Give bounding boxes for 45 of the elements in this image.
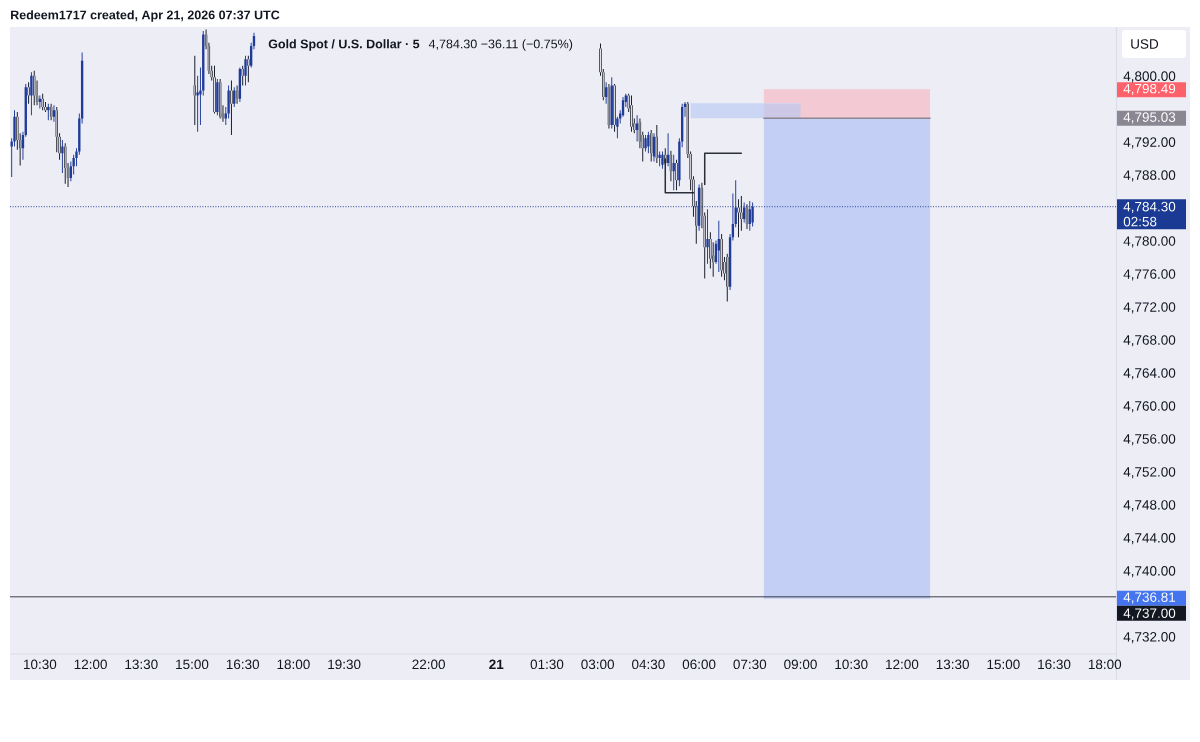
x-tick-label: 13:30 [125, 659, 158, 670]
y-tick-label: 4,740.00 [1123, 566, 1176, 578]
y-tick-label: 4,776.00 [1123, 269, 1176, 281]
text: Redeem1717 created, Apr 21, 2026 07:37 UTC [11, 10, 280, 22]
ref-line-label: 4,737.00 [1123, 608, 1176, 620]
y-tick-label: 4,752.00 [1123, 467, 1176, 479]
x-tick-label: 12:00 [74, 659, 107, 670]
x-tick-label: 04:30 [632, 659, 665, 670]
y-axis-title: USD [1131, 39, 1159, 49]
y-tick-label: 4,795.03 [1123, 112, 1176, 124]
x-tick-label: 01:30 [530, 659, 564, 670]
text: Gold Spot / U.S. Dollar · 5 [268, 39, 420, 51]
x-tick-label: 22:00 [412, 659, 445, 670]
x-tick-label: 10:30 [24, 659, 57, 670]
text: 4,784.30 −36.11 (−0.75%) [428, 39, 573, 51]
y-tick-label: 4,736.81 [1123, 592, 1176, 604]
y-tick-label: 4,798.49 [1123, 83, 1176, 95]
x-tick-label: 18:00 [277, 659, 310, 670]
x-tick-label: 03:00 [581, 659, 615, 670]
x-tick-label: 15:00 [987, 659, 1020, 670]
x-tick-label: 16:30 [226, 659, 260, 670]
y-tick-label: 4,780.00 [1123, 236, 1176, 248]
y-tick-label: 4,744.00 [1123, 533, 1176, 545]
x-tick-label: 13:30 [936, 659, 969, 670]
x-tick-label: 21 [489, 659, 504, 669]
y-tick-label: 4,792.00 [1123, 137, 1176, 149]
x-tick-label: 09:00 [784, 659, 817, 670]
y-tick-label: 4,764.00 [1123, 368, 1176, 380]
y-tick-label: 4,748.00 [1123, 500, 1176, 512]
y-tick-label: 4,768.00 [1123, 335, 1176, 347]
y-tick-label: 4,760.00 [1123, 401, 1176, 413]
y-tick-label: 4,732.00 [1123, 632, 1176, 644]
ref-line-label: 4,784.30 02:58 [1123, 201, 1176, 227]
y-tick-label: 4,800.00 [1123, 71, 1176, 83]
x-tick-label: 10:30 [835, 659, 868, 670]
x-tick-label: 07:30 [733, 659, 767, 670]
x-tick-label: 06:00 [682, 659, 716, 670]
y-tick-label: 4,756.00 [1123, 434, 1176, 446]
y-tick-label: 4,772.00 [1123, 302, 1176, 314]
y-tick-label: 4,788.00 [1123, 170, 1176, 182]
x-tick-label: 18:00 [1088, 659, 1122, 670]
x-tick-label: 15:00 [176, 659, 209, 670]
x-tick-label: 16:30 [1038, 659, 1071, 670]
x-tick-label: 19:30 [328, 659, 361, 670]
x-tick-label: 12:00 [886, 659, 919, 670]
